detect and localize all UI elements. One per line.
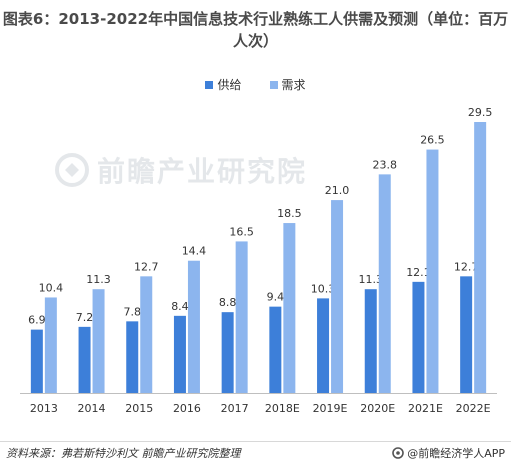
brand: @前瞻经济学人APP: [392, 445, 505, 461]
data-label-supply: 7.2: [76, 311, 94, 324]
data-label-supply: 12.7: [454, 260, 479, 273]
bar-demand: [44, 297, 57, 393]
data-label-demand: 21.0: [325, 184, 350, 197]
data-label-supply: 8.4: [171, 300, 189, 313]
data-label-supply: 6.9: [28, 314, 46, 327]
bar-supply: [317, 298, 330, 393]
data-label-demand: 10.4: [39, 281, 64, 294]
data-label-demand: 11.3: [86, 273, 111, 286]
legend-swatch-supply: [205, 80, 214, 89]
bar-supply: [30, 329, 43, 393]
bar-supply: [78, 326, 91, 393]
bar-demand: [426, 149, 439, 393]
x-tick-label: 2014: [78, 402, 106, 415]
x-tick-label: 2020E: [360, 402, 395, 415]
x-tick-label: 2018E: [265, 402, 300, 415]
bar-supply: [221, 312, 234, 393]
x-tick-label: 2013: [30, 402, 58, 415]
bar-demand: [378, 174, 391, 393]
legend-label-supply: 供给: [217, 78, 242, 92]
data-label-supply: 9.4: [267, 291, 285, 304]
brand-text: @前瞻经济学人APP: [407, 446, 505, 460]
chart-title: 图表6：2013-2022年中国信息技术行业熟练工人供需及预测（单位：百万人次）: [2, 10, 509, 50]
data-label-demand: 26.5: [420, 134, 445, 147]
x-tick-label: 2015: [125, 402, 153, 415]
bar-supply: [173, 315, 186, 393]
bar-supply: [364, 289, 377, 393]
data-label-demand: 18.5: [277, 207, 302, 220]
bar-demand: [140, 276, 153, 393]
data-label-supply: 12.1: [406, 266, 431, 279]
bar-demand: [92, 289, 105, 393]
bar-supply: [412, 281, 425, 393]
data-label-demand: 14.4: [182, 245, 207, 258]
legend-swatch-demand: [269, 80, 278, 89]
x-tick-label: 2022E: [456, 402, 491, 415]
x-tick-label: 2019E: [313, 402, 348, 415]
x-tick-label: 2016: [173, 402, 201, 415]
legend-item-supply: 供给: [205, 76, 242, 93]
bar-supply: [460, 276, 473, 393]
data-label-demand: 23.8: [373, 158, 398, 171]
footer: 资料来源：弗若斯特沙利文 前瞻产业研究院整理 @前瞻经济学人APP: [0, 441, 511, 463]
brand-logo-icon: [392, 446, 405, 459]
bar-supply: [126, 321, 139, 393]
x-tick-label: 2017: [221, 402, 249, 415]
data-label-supply: 10.3: [311, 282, 336, 295]
bar-demand: [187, 260, 200, 393]
data-label-supply: 8.8: [219, 296, 237, 309]
x-tick-label: 2021E: [408, 402, 443, 415]
source-text: 资料来源：弗若斯特沙利文 前瞻产业研究院整理: [6, 446, 241, 460]
data-label-supply: 7.8: [124, 305, 142, 318]
bar-demand: [283, 223, 296, 393]
bar-demand: [235, 241, 248, 393]
legend-item-demand: 需求: [269, 76, 306, 93]
data-label-demand: 12.7: [134, 260, 159, 273]
legend: 供给 需求: [0, 76, 511, 93]
bar-demand: [331, 200, 344, 393]
legend-label-demand: 需求: [281, 78, 306, 92]
bar-demand: [474, 122, 487, 393]
data-label-demand: 16.5: [229, 225, 254, 238]
bar-supply: [269, 306, 282, 393]
data-label-supply: 11.3: [359, 273, 384, 286]
data-label-demand: 29.5: [468, 106, 493, 119]
